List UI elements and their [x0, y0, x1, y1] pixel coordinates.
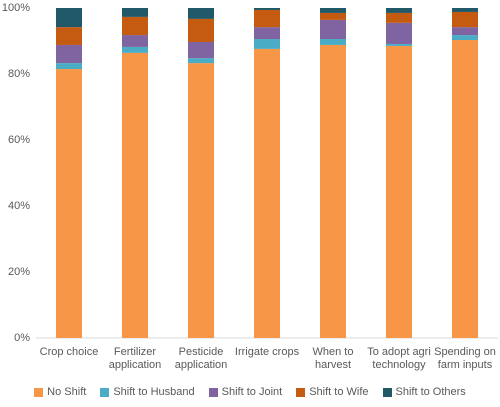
- bar-segment: [56, 69, 82, 339]
- bar-segment: [254, 9, 280, 28]
- bar-segment: [254, 39, 280, 49]
- bar-segment: [122, 46, 148, 53]
- bar-segment: [320, 12, 346, 20]
- x-tick-label: Crop choice: [39, 346, 99, 358]
- bar-segment: [122, 35, 148, 47]
- x-tick-label: To adopt agri technology: [367, 346, 431, 371]
- bar-segment: [452, 11, 478, 28]
- legend-label: No Shift: [47, 386, 87, 398]
- bar-segment: [386, 12, 412, 23]
- legend-item: Shift to Wife: [296, 386, 369, 398]
- y-tick-label: 80%: [8, 68, 30, 80]
- bar-segment: [254, 48, 280, 339]
- bar-segment: [188, 18, 214, 42]
- bar-segment: [320, 44, 346, 339]
- bar-segment: [188, 41, 214, 59]
- bar-segment: [122, 52, 148, 338]
- bar-segment: [188, 58, 214, 64]
- x-tick-label: Spending on farm inputs: [434, 346, 496, 371]
- y-tick-label: 0%: [14, 332, 30, 344]
- bar-segment: [386, 22, 412, 44]
- legend-swatch: [34, 387, 44, 397]
- bar-segment: [56, 44, 82, 64]
- bar-segment: [452, 8, 478, 12]
- x-tick-label: When to harvest: [312, 346, 354, 371]
- bar-segment: [320, 8, 346, 13]
- bar-segment: [386, 43, 412, 46]
- y-tick-label: 100%: [2, 2, 30, 14]
- legend-label: Shift to Others: [395, 386, 466, 398]
- bar-segment: [386, 45, 412, 338]
- legend-item: Shift to Others: [382, 386, 466, 398]
- bar-segment: [254, 8, 280, 10]
- bar-segment: [452, 27, 478, 36]
- legend-swatch: [382, 387, 392, 397]
- bar-segment: [452, 40, 478, 338]
- bar-segment: [122, 16, 148, 36]
- bar-segment: [452, 35, 478, 41]
- bar-segment: [188, 8, 214, 19]
- y-tick-label: 40%: [8, 200, 30, 212]
- bar-segment: [56, 63, 82, 70]
- legend-label: Shift to Wife: [309, 386, 369, 398]
- bar-segment: [386, 8, 412, 13]
- y-tick-label: 60%: [8, 134, 30, 146]
- legend-swatch: [100, 387, 110, 397]
- legend-item: No Shift: [34, 386, 86, 398]
- bar-segment: [188, 63, 214, 339]
- bar-segment: [122, 8, 148, 17]
- bar-segment: [320, 39, 346, 45]
- bar-segment: [56, 27, 82, 45]
- legend-swatch: [208, 387, 218, 397]
- legend-label: Shift to Joint: [221, 386, 283, 398]
- x-tick-label: Irrigate crops: [234, 346, 300, 358]
- legend-item: Shift to Joint: [208, 386, 283, 398]
- bar-segment: [254, 27, 280, 40]
- y-tick-label: 20%: [8, 266, 30, 278]
- bar-segment: [320, 19, 346, 40]
- x-tick-label: Fertilizer application: [108, 346, 162, 371]
- legend: No Shift Shift to Husband Shift to Joint Sh…: [0, 386, 500, 398]
- legend-label: Shift to Husband: [113, 386, 195, 398]
- legend-swatch: [296, 387, 306, 397]
- x-tick-label: Pesticide application: [174, 346, 228, 371]
- bar-segment: [56, 8, 82, 28]
- legend-item: Shift to Husband: [100, 386, 195, 398]
